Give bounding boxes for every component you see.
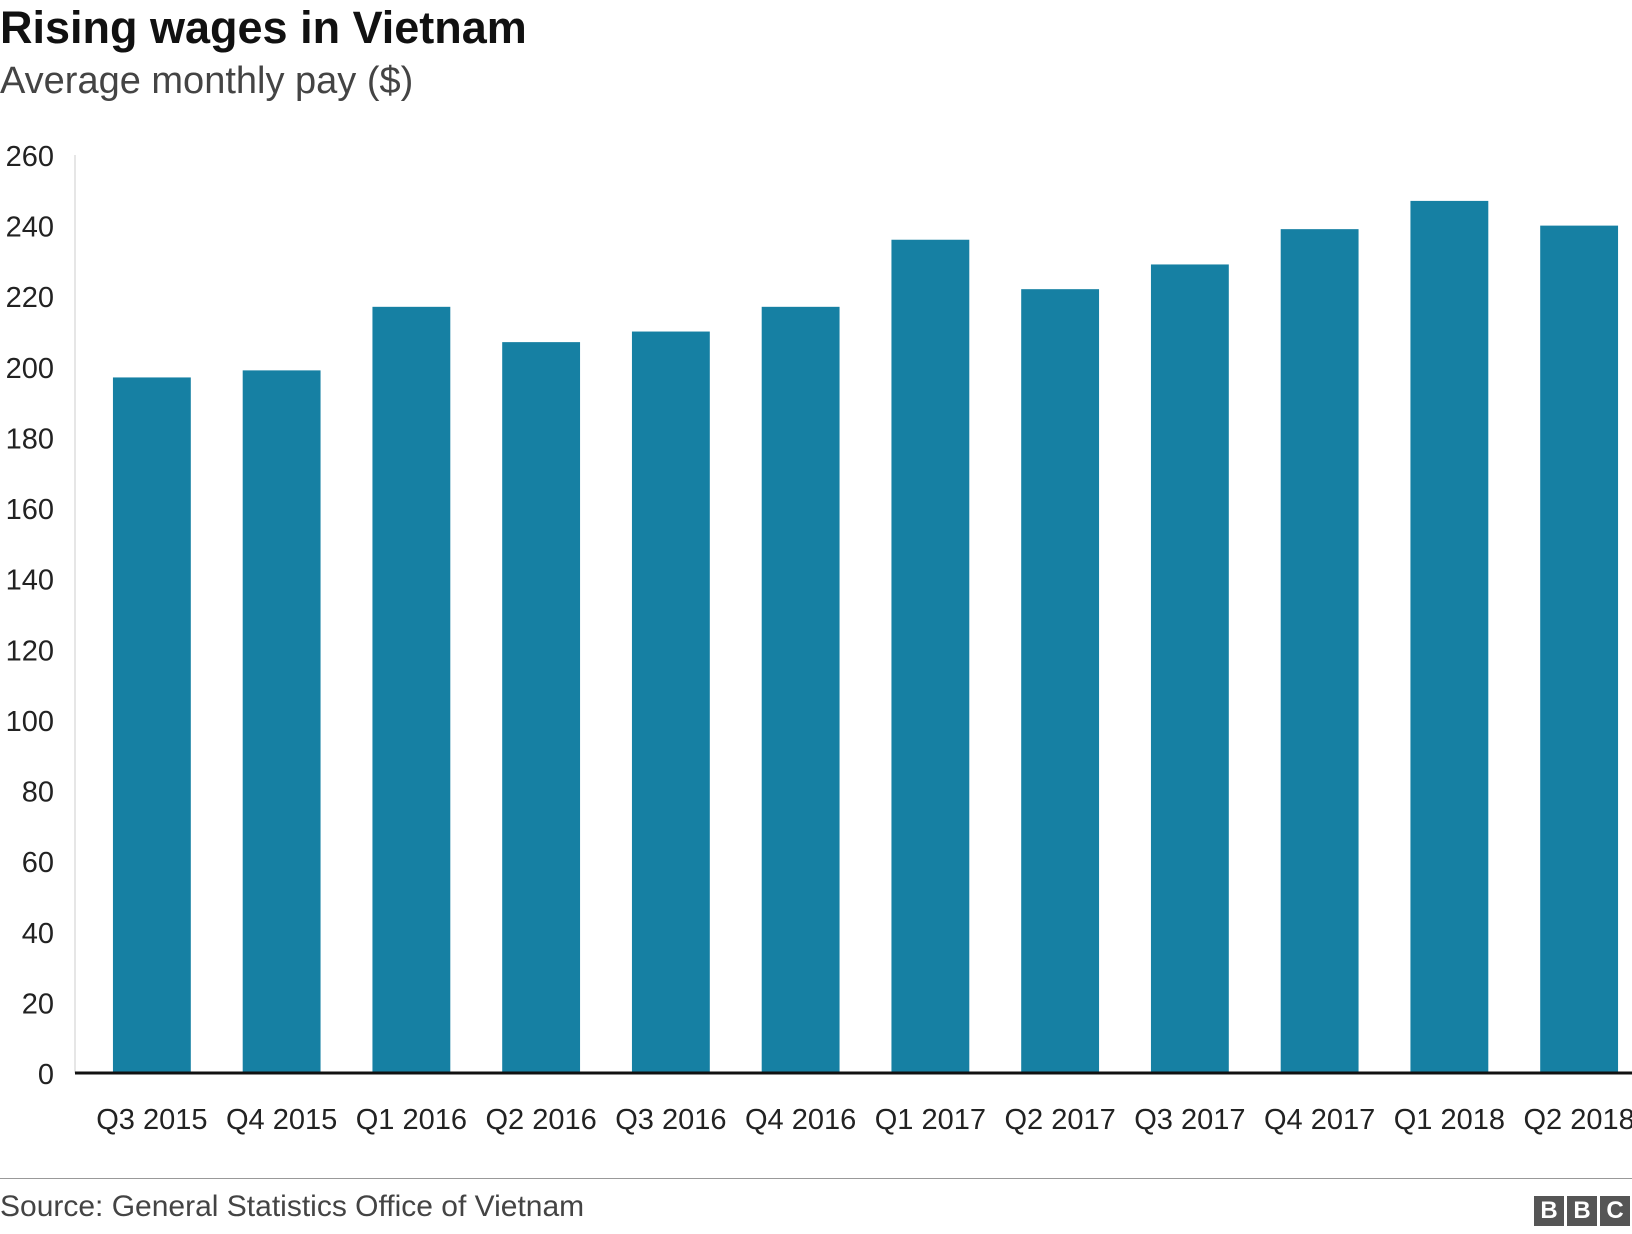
y-tick-label: 40 [22, 918, 54, 950]
chart-title: Rising wages in Vietnam [0, 2, 527, 53]
y-tick-label: 240 [6, 212, 54, 244]
bbc-logo-letter-1: B [1534, 1196, 1564, 1226]
y-tick-label: 100 [6, 706, 54, 738]
bar-q2-2016 [502, 342, 581, 1074]
chart-subtitle: Average monthly pay ($) [0, 60, 414, 102]
y-tick-label: 120 [6, 635, 54, 667]
bar-q1-2018 [1410, 200, 1489, 1073]
bbc-logo: B B C [1534, 1196, 1630, 1226]
x-tick-label: Q3 2015 [96, 1104, 207, 1136]
bar-q2-2017 [1021, 289, 1100, 1074]
bar-q1-2016 [372, 306, 451, 1073]
y-tick-label: 60 [22, 847, 54, 879]
bars-group [112, 200, 1619, 1074]
bar-q4-2015 [242, 370, 321, 1073]
x-axis: Q3 2015 Q4 2015 Q1 2016 Q2 2016 Q3 2016 Q4 20… [75, 1071, 1632, 1136]
x-tick-label: Q4 2017 [1264, 1104, 1375, 1136]
footer-divider [0, 1178, 1632, 1179]
x-tick-label: Q2 2018 [1523, 1104, 1632, 1136]
x-tick-label: Q2 2017 [1004, 1104, 1115, 1136]
y-tick-label: 0 [38, 1059, 54, 1091]
y-tick-label: 160 [6, 494, 54, 526]
y-tick-label: 80 [22, 777, 54, 809]
x-tick-label: Q1 2018 [1394, 1104, 1505, 1136]
bar-q3-2016 [631, 331, 710, 1073]
x-tick-label: Q3 2016 [615, 1104, 726, 1136]
x-tick-label: Q4 2015 [226, 1104, 337, 1136]
bar-q4-2017 [1280, 229, 1359, 1074]
y-tick-label: 220 [6, 282, 54, 314]
x-tick-label: Q4 2016 [745, 1104, 856, 1136]
bar-q2-2018 [1540, 225, 1619, 1074]
y-tick-label: 20 [22, 988, 54, 1020]
x-tick-label: Q1 2017 [875, 1104, 986, 1136]
source-note: Source: General Statistics Office of Vie… [0, 1190, 585, 1223]
y-tick-label: 180 [6, 423, 54, 455]
bbc-logo-letter-2: B [1567, 1196, 1597, 1226]
bar-q3-2015 [112, 377, 191, 1073]
x-tick-label: Q1 2016 [356, 1104, 467, 1136]
x-tick-label: Q3 2017 [1134, 1104, 1245, 1136]
y-tick-label: 200 [6, 353, 54, 385]
bbc-logo-letter-3: C [1600, 1196, 1630, 1226]
y-tick-label: 260 [6, 141, 54, 173]
bar-q4-2016 [761, 306, 840, 1073]
bar-chart: 0 20 40 60 80 100 120 140 160 180 200 220 240 260 Q3 … [6, 141, 1632, 1136]
bar-q3-2017 [1150, 264, 1229, 1073]
y-axis: 0 20 40 60 80 100 120 140 160 180 200 220 240 260 [6, 141, 76, 1091]
bar-q1-2017 [891, 239, 970, 1073]
y-tick-label: 140 [6, 565, 54, 597]
x-tick-label: Q2 2016 [485, 1104, 596, 1136]
